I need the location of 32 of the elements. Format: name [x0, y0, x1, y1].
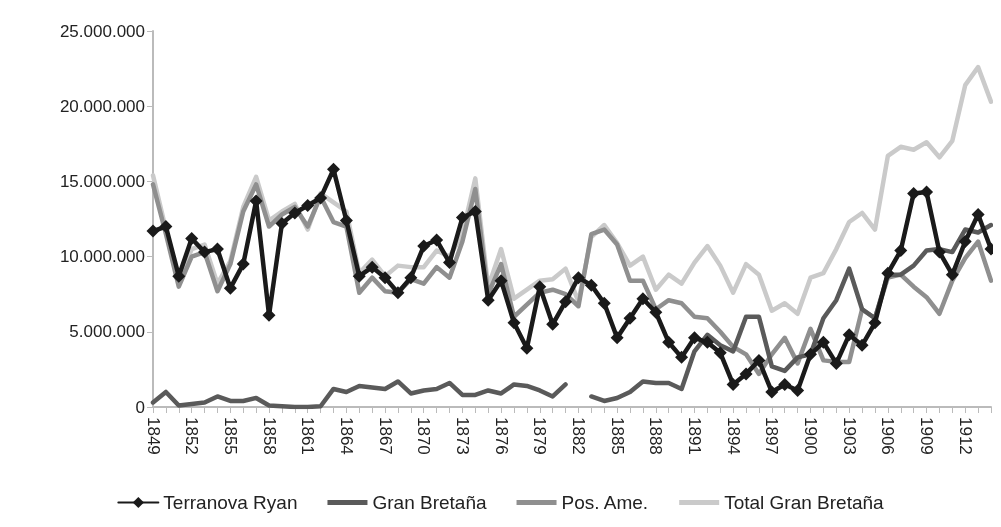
x-tick-label: 1855 — [220, 417, 240, 455]
legend-label: Pos. Ame. — [561, 492, 649, 513]
x-tick-label: 1891 — [684, 417, 704, 455]
x-tick-label: 1894 — [723, 417, 743, 455]
x-tick-label: 1849 — [143, 417, 163, 455]
y-tick-label: 15.000.000 — [59, 171, 145, 191]
x-tick-label: 1903 — [839, 417, 859, 455]
y-tick-label: 20.000.000 — [59, 96, 145, 116]
y-tick-label: 5.000.000 — [69, 322, 145, 342]
x-tick-label: 1885 — [607, 417, 627, 455]
x-tick-label: 1909 — [917, 417, 937, 455]
x-tick-label: 1873 — [452, 417, 472, 455]
y-tick-label: 0 — [135, 397, 145, 417]
x-tick-label: 1906 — [878, 417, 898, 455]
y-tick-label: 10.000.000 — [59, 247, 145, 267]
x-tick-label: 1858 — [259, 417, 279, 455]
legend-label: Terranova Ryan — [163, 492, 298, 513]
x-tick-label: 1876 — [491, 417, 511, 455]
x-tick-label: 1861 — [298, 417, 318, 455]
x-tick-label: 1912 — [955, 417, 975, 455]
x-tick-label: 1864 — [336, 417, 356, 455]
x-tick-label: 1852 — [182, 417, 202, 455]
legend-label: Gran Bretaña — [372, 492, 487, 513]
x-tick-label: 1897 — [762, 417, 782, 455]
x-tick-label: 1882 — [568, 417, 588, 455]
x-tick-label: 1879 — [530, 417, 550, 455]
x-tick-label: 1888 — [646, 417, 666, 455]
x-tick-label: 1870 — [414, 417, 434, 455]
y-tick-label: 25.000.000 — [59, 21, 145, 41]
legend-label: Total Gran Bretaña — [724, 492, 885, 513]
x-tick-label: 1900 — [801, 417, 821, 455]
x-tick-label: 1867 — [375, 417, 395, 455]
